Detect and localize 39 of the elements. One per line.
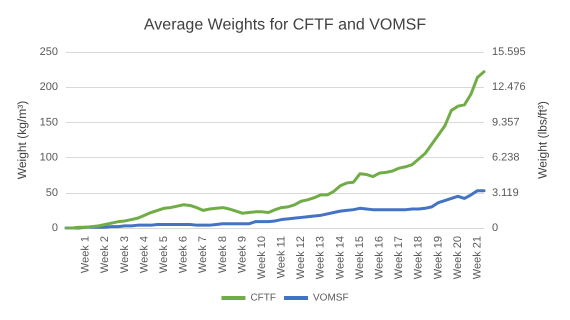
y2-tick-label: 15.595 bbox=[492, 46, 526, 58]
x-tick-label: Week 2 bbox=[99, 236, 112, 274]
x-tick-label: Week 9 bbox=[236, 236, 248, 274]
x-tick-label: Week 7 bbox=[197, 236, 210, 274]
y-tick-label: 100 bbox=[40, 152, 58, 164]
chart-title: Average Weights for CFTF and VOMSF bbox=[144, 16, 426, 34]
y-axis-title: Weight (kg/m³) bbox=[15, 100, 29, 180]
y-tick-label: 200 bbox=[40, 81, 58, 94]
y2-tick-label: 3.119 bbox=[492, 186, 519, 199]
y-tick-label: 250 bbox=[40, 46, 58, 58]
x-tick-label: Week 13 bbox=[314, 236, 327, 280]
x-tick-label: Week 11 bbox=[276, 236, 288, 278]
x-tick-label: Week 14 bbox=[334, 236, 346, 280]
x-tick-label: Week 10 bbox=[256, 236, 268, 280]
y2-tick-label: 12.476 bbox=[492, 81, 526, 94]
y2-tick-label: 0 bbox=[492, 222, 498, 234]
y-tick-label: 50 bbox=[46, 186, 58, 199]
x-tick-label: Week 21 bbox=[471, 236, 484, 280]
y2-tick-label: 9.357 bbox=[492, 116, 520, 128]
x-tick-label: Week 20 bbox=[452, 236, 464, 280]
x-tick-label: Week 6 bbox=[178, 236, 190, 274]
x-tick-label: Week 17 bbox=[393, 236, 406, 280]
legend-label: VOMSF bbox=[312, 292, 349, 304]
y2-axis-title: Weight (lbs/ft³) bbox=[536, 101, 550, 179]
x-tick-label: Week 3 bbox=[118, 236, 131, 274]
x-tick-label: Week 16 bbox=[374, 236, 386, 280]
x-tick-label: Week 19 bbox=[432, 236, 444, 280]
x-tick-label: Week 5 bbox=[158, 236, 170, 274]
x-tick-label: Week 1 bbox=[80, 236, 92, 274]
legend-label: CFTF bbox=[250, 292, 276, 304]
y-tick-label: 0 bbox=[52, 222, 58, 234]
x-tick-label: Week 12 bbox=[295, 236, 308, 280]
x-tick-label: Week 15 bbox=[354, 236, 366, 280]
x-tick-label: Week 4 bbox=[138, 236, 150, 274]
line-series bbox=[64, 70, 486, 230]
x-tick-label: Week 8 bbox=[216, 236, 229, 274]
y-tick-label: 150 bbox=[40, 116, 58, 128]
y2-tick-label: 6.238 bbox=[492, 152, 520, 164]
x-tick-label: Week 18 bbox=[412, 236, 425, 280]
